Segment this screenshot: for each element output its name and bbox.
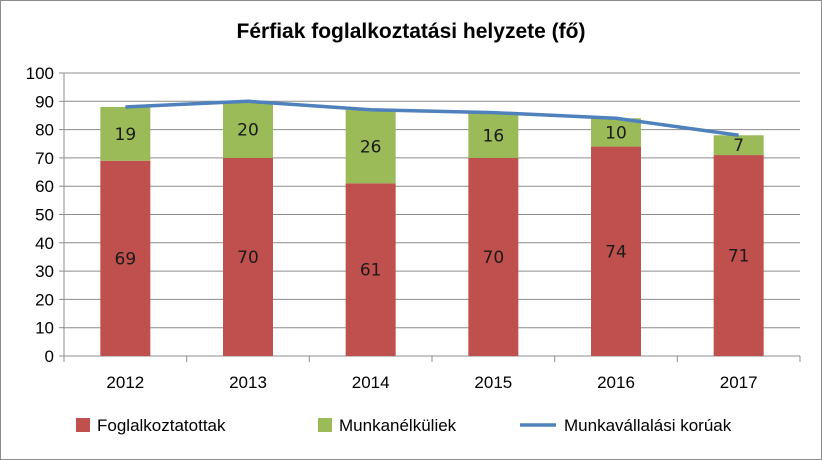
- x-tick-label: 2016: [597, 373, 635, 392]
- x-tick-label: 2017: [720, 373, 758, 392]
- chart-title: Férfiak foglalkoztatási helyzete (fő): [236, 20, 586, 43]
- y-tick-label: 30: [35, 262, 54, 281]
- data-label-unemployed: 20: [237, 121, 259, 141]
- y-tick-label: 100: [26, 64, 54, 83]
- x-tick-label: 2012: [106, 373, 144, 392]
- bar-unemployed: [713, 135, 764, 156]
- data-label-employed: 61: [360, 261, 382, 281]
- bar-unemployed: [223, 101, 273, 158]
- bar-employed: [345, 183, 396, 356]
- bar-unemployed: [468, 112, 519, 158]
- data-label-unemployed: 19: [115, 125, 137, 145]
- legend-label: Munkavállalási korúak: [564, 416, 732, 435]
- data-label-unemployed: 10: [605, 123, 627, 143]
- y-tick-label: 50: [35, 206, 54, 225]
- bar-employed: [468, 157, 519, 356]
- y-tick-label: 90: [35, 92, 54, 111]
- line-working-age: [125, 99, 739, 137]
- data-label-unemployed: 26: [360, 138, 382, 158]
- data-label-employed: 69: [115, 249, 137, 269]
- y-tick-label: 60: [35, 177, 54, 196]
- data-label-employed: 70: [483, 248, 505, 268]
- y-tick-label: 40: [35, 234, 54, 253]
- data-label-employed: 74: [605, 242, 627, 262]
- data-label-unemployed: 16: [483, 126, 505, 146]
- bar-employed: [591, 146, 641, 356]
- x-tick-label: 2013: [229, 373, 267, 392]
- y-tick-label: 70: [35, 149, 54, 168]
- bar-unemployed: [345, 109, 396, 184]
- bar-employed: [713, 155, 764, 356]
- data-label-unemployed: 7: [733, 136, 744, 156]
- legend-swatch: [318, 418, 332, 432]
- bar-employed: [100, 160, 151, 356]
- legend-swatch: [76, 418, 90, 432]
- x-tick-label: 2015: [474, 373, 512, 392]
- bar-unemployed: [100, 106, 151, 161]
- bar-employed: [223, 157, 273, 356]
- legend-label: Munkanélküliek: [339, 416, 457, 435]
- y-tick-label: 0: [45, 347, 54, 366]
- legend-label: Foglalkoztatottak: [97, 416, 226, 435]
- x-tick-label: 2014: [352, 373, 390, 392]
- y-tick-label: 20: [35, 290, 54, 309]
- data-label-employed: 71: [728, 247, 750, 267]
- bar-unemployed: [591, 118, 641, 147]
- y-tick-label: 80: [35, 121, 54, 140]
- y-tick-label: 10: [35, 319, 54, 338]
- data-label-employed: 70: [237, 248, 259, 268]
